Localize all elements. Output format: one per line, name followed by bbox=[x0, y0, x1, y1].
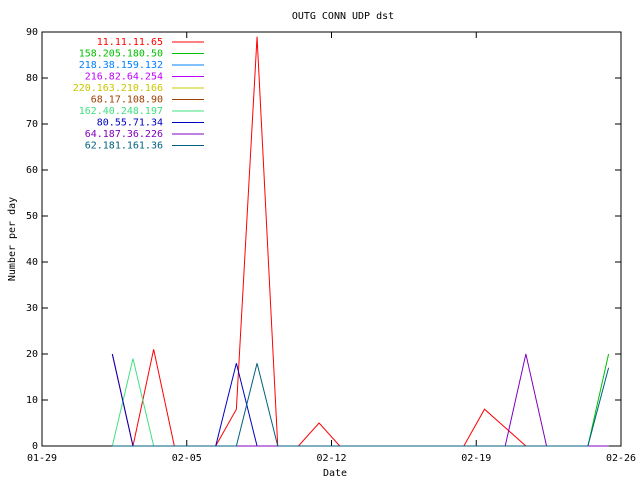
x-axis-label: Date bbox=[323, 468, 347, 479]
y-tick-label: 30 bbox=[26, 303, 38, 314]
legend-label: 11.11.11.65 bbox=[97, 37, 163, 48]
y-axis-label: Number per day bbox=[7, 197, 18, 281]
y-tick-label: 40 bbox=[26, 257, 38, 268]
series-line bbox=[112, 353, 610, 447]
y-tick-label: 10 bbox=[26, 395, 38, 406]
y-tick-label: 70 bbox=[26, 119, 38, 130]
series-line bbox=[111, 358, 609, 447]
legend-label: 64.187.36.226 bbox=[85, 129, 163, 140]
y-tick-label: 0 bbox=[32, 441, 38, 452]
y-tick-label: 80 bbox=[26, 73, 38, 84]
legend-label: 68.17.108.90 bbox=[91, 95, 163, 106]
series-line bbox=[112, 363, 610, 447]
y-tick-label: 90 bbox=[26, 27, 38, 38]
x-tick-label: 02-26 bbox=[606, 453, 636, 464]
series-line bbox=[112, 353, 609, 447]
legend-label: 220.163.210.166 bbox=[73, 83, 163, 94]
y-tick-label: 50 bbox=[26, 211, 38, 222]
legend-label: 218.38.159.132 bbox=[79, 60, 163, 71]
series-line bbox=[111, 36, 609, 447]
legend-label: 158.205.180.50 bbox=[79, 49, 163, 60]
legend-label: 62.181.161.36 bbox=[85, 141, 163, 152]
y-tick-label: 20 bbox=[26, 349, 38, 360]
x-tick-label: 02-19 bbox=[461, 453, 491, 464]
legend-label: 162.40.248.197 bbox=[79, 106, 163, 117]
x-tick-label: 02-12 bbox=[316, 453, 346, 464]
legend-label: 80.55.71.34 bbox=[97, 118, 163, 129]
x-tick-label: 02-05 bbox=[172, 453, 202, 464]
y-tick-label: 60 bbox=[26, 165, 38, 176]
x-tick-label: 01-29 bbox=[27, 453, 57, 464]
chart-title: OUTG CONN UDP dst bbox=[292, 11, 394, 22]
series-line bbox=[111, 353, 609, 447]
legend-label: 216.82.64.254 bbox=[85, 72, 163, 83]
